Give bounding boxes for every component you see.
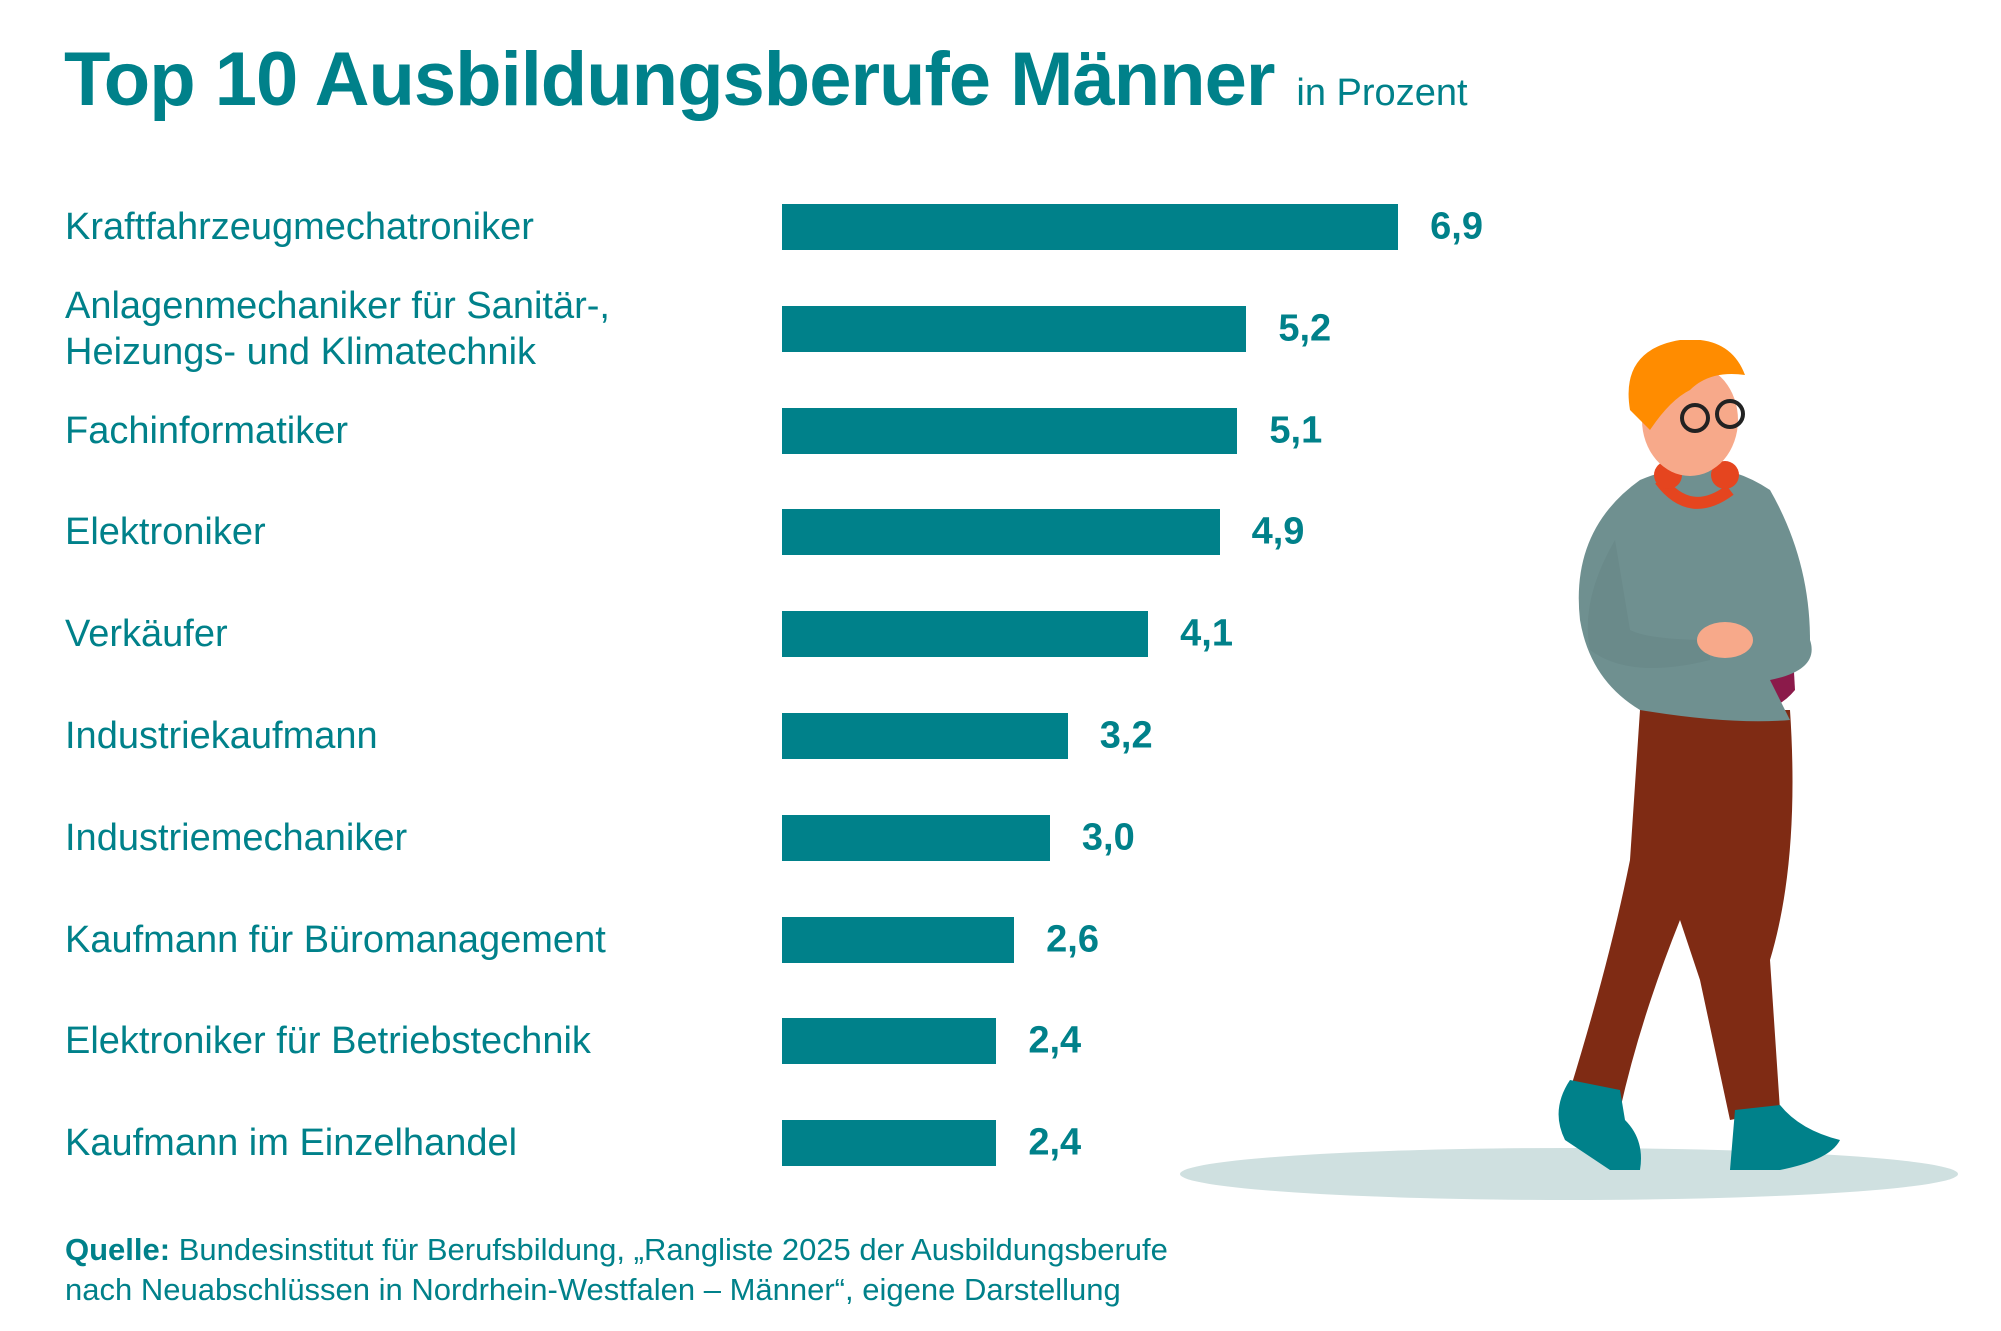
- value-label: 3,0: [1081, 816, 1135, 859]
- value-label: 2,4: [1028, 1121, 1082, 1164]
- category-label: Fachinformatiker: [65, 409, 348, 452]
- value-label: 4,9: [1251, 510, 1305, 553]
- bar: [782, 713, 1068, 759]
- bar: [782, 1120, 997, 1167]
- chart-title: Top 10 Ausbildungsberufe Männer in Prozen…: [64, 36, 1468, 123]
- value-label: 5,1: [1269, 409, 1323, 452]
- subtitle-unit: in Prozent: [1296, 72, 1468, 114]
- value-label: 5,2: [1278, 307, 1332, 350]
- bar: [782, 611, 1149, 658]
- bar: [782, 814, 1050, 861]
- person-figure: [1558, 340, 1840, 1170]
- value-label: 4,1: [1180, 612, 1233, 655]
- category-label: Kraftfahrzeugmechatroniker: [65, 206, 534, 248]
- bar: [782, 509, 1220, 556]
- value-label: 2,6: [1046, 918, 1099, 961]
- ground-shadow: [1180, 1148, 1958, 1200]
- category-label: Verkäufer: [65, 613, 228, 656]
- value-label: 2,4: [1028, 1019, 1082, 1062]
- person-illustration: [1180, 340, 1958, 1200]
- category-label: Elektroniker: [65, 511, 266, 554]
- source-text-1: Bundesinstitut für Berufsbildung, „Rangl…: [178, 1232, 1168, 1267]
- category-label: Anlagenmechaniker für Sanitär-, Heizungs-…: [65, 284, 610, 373]
- category-label: Industriemechaniker: [65, 816, 408, 859]
- bar: [782, 204, 1399, 250]
- source-text-2: nach Neuabschlüssen in Nordrhein-Westfal…: [65, 1272, 1121, 1307]
- bar: [782, 1018, 997, 1065]
- source-label: Quelle:: [65, 1232, 171, 1267]
- value-label: 6,9: [1430, 205, 1483, 248]
- value-label: 3,2: [1099, 714, 1153, 757]
- bar: [782, 916, 1015, 963]
- source-line-1: Quelle: Bundesinstitut für Berufsbildung…: [65, 1230, 1168, 1270]
- title-text: Top 10 Ausbildungsberufe Männer: [64, 37, 1275, 122]
- category-label: Kaufmann für Büromanagement: [65, 918, 606, 961]
- category-label: Kaufmann im Einzelhandel: [65, 1122, 518, 1165]
- source-note: Quelle: Bundesinstitut für Berufsbildung…: [65, 1230, 1168, 1310]
- bar: [782, 407, 1238, 454]
- bar: [782, 305, 1247, 352]
- category-label: Elektroniker für Betriebstechnik: [65, 1020, 591, 1063]
- category-label: Industriekaufmann: [65, 715, 378, 757]
